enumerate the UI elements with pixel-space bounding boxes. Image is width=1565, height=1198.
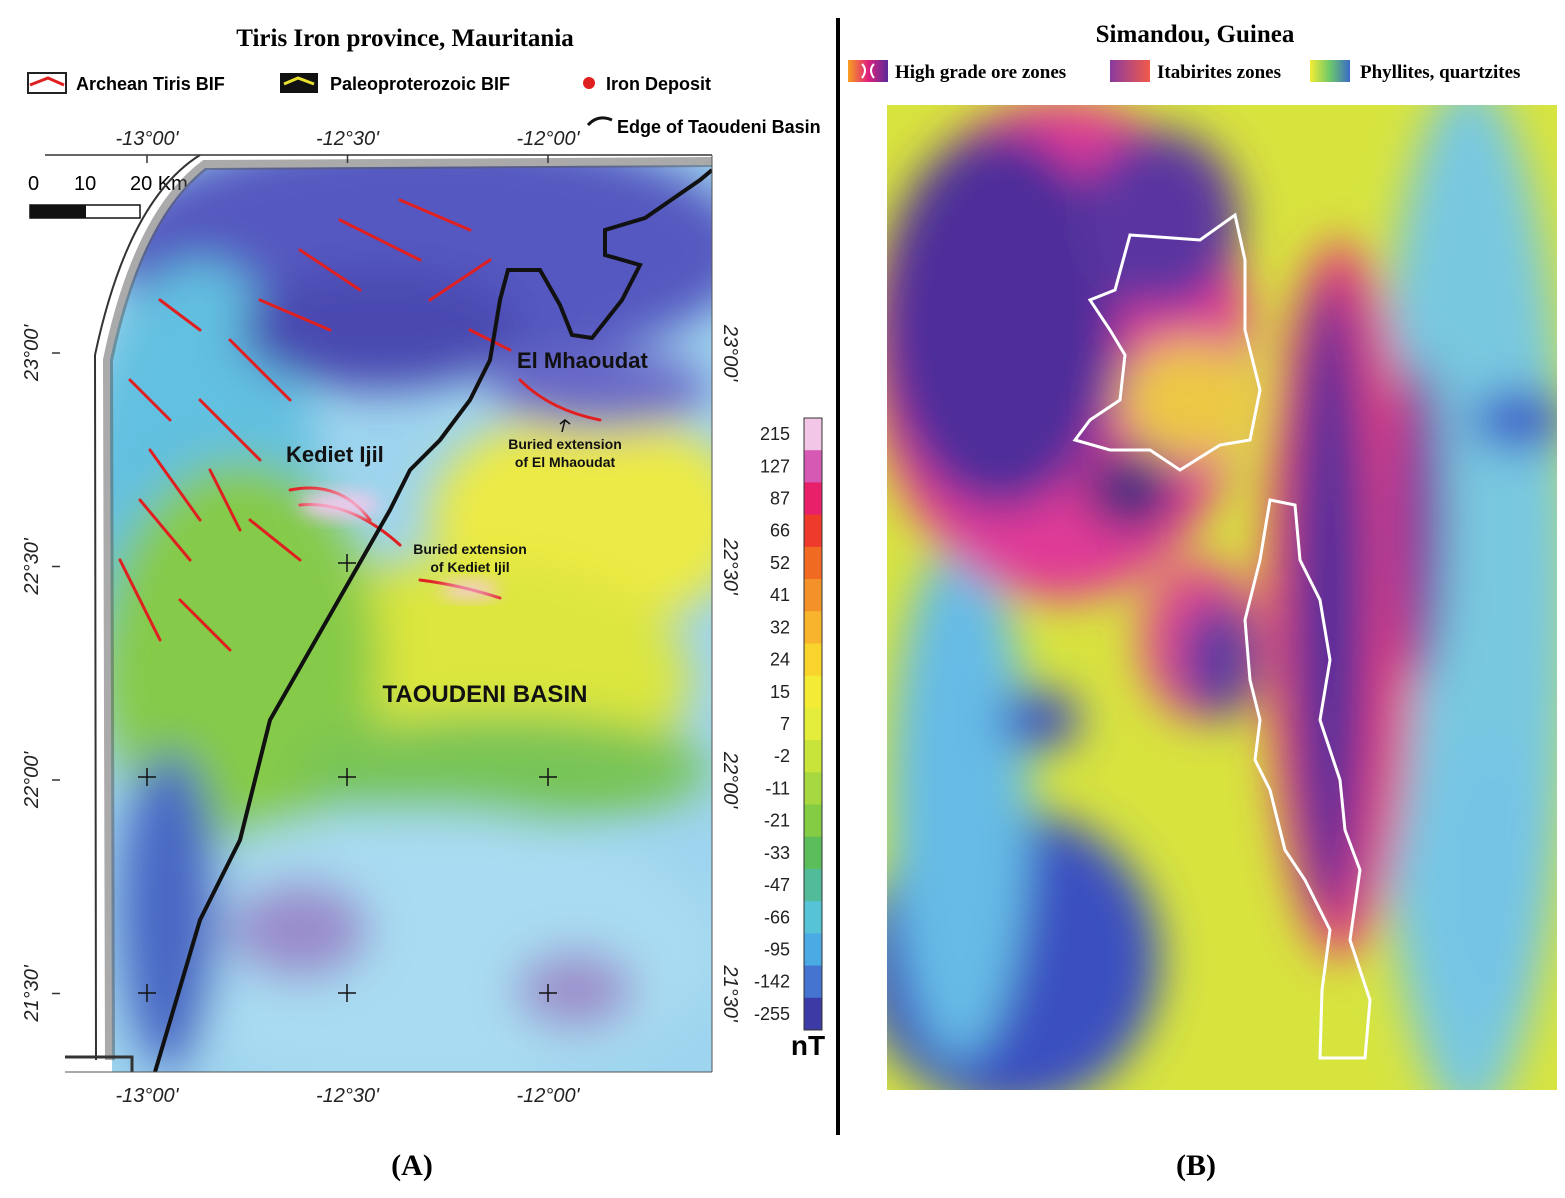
ore-outline — [1243, 498, 1372, 1060]
legend-label: Archean Tiris BIF — [76, 74, 225, 94]
legend-label: Itabirites zones — [1157, 62, 1281, 83]
colorbar-segment — [804, 579, 822, 612]
arrow — [559, 419, 571, 433]
colorbar-label: -66 — [764, 907, 790, 927]
colorbar-label: -33 — [764, 843, 790, 863]
legend-edge-line — [586, 116, 613, 127]
colorbar-label: 87 — [770, 489, 790, 509]
colorbar-segment — [804, 514, 822, 548]
colorbar-label: -47 — [764, 875, 790, 895]
panel-title: Tiris Iron province, Mauritania — [236, 25, 574, 52]
place-label: Kediet Ijil — [286, 442, 384, 467]
colorbar-segment — [804, 965, 822, 999]
x-tick-label: -12°00' — [517, 128, 581, 150]
colorbar-label: -95 — [764, 939, 790, 959]
x-tick-label: -12°00' — [517, 1085, 581, 1107]
y-tick-label: 22°30' — [719, 537, 741, 595]
legend-swatch — [848, 60, 888, 82]
place-label: El Mhaoudat — [517, 348, 648, 373]
colorbar-segment — [804, 546, 822, 580]
magnetic-map — [887, 105, 1557, 1090]
colorbar-segment — [804, 740, 822, 773]
colorbar-frame — [803, 417, 823, 1031]
place-label: TAOUDENI BASIN — [383, 681, 588, 708]
colorbar-label: -21 — [764, 811, 790, 831]
x-tick-label: -13°00' — [116, 1085, 180, 1107]
legend-icon — [861, 63, 875, 79]
colorbar-label: 15 — [770, 682, 790, 702]
colorbar-label: 127 — [760, 456, 790, 476]
legend-swatch-line — [283, 76, 315, 86]
x-tick-label: -12°30' — [316, 128, 380, 150]
y-tick-label: 21°30' — [719, 964, 741, 1022]
coastline — [93, 154, 201, 1061]
place-label: Buried extension — [413, 541, 527, 557]
colorbar-label: 215 — [760, 424, 790, 444]
legend-label: Paleoproterozoic BIF — [330, 74, 510, 94]
colorbar: 215 127 87 66 52 41 32 24 15 7 -2 -11 -21 -33 -47 -66 -9… — [754, 417, 823, 1031]
colorbar-label: -255 — [754, 1004, 790, 1024]
legend-label: High grade ore zones — [895, 62, 1066, 83]
place-label: of El Mhaoudat — [515, 454, 616, 470]
grid-crosses — [138, 554, 557, 1002]
colorbar-label: -2 — [774, 746, 790, 766]
colorbar-segment — [804, 482, 822, 516]
legend-dot — [583, 77, 595, 89]
legend-label: Iron Deposit — [606, 74, 711, 94]
place-label: of Kediet Ijil — [430, 559, 509, 575]
legend-swatch — [1110, 60, 1150, 82]
colorbar-segment — [804, 418, 822, 451]
legend-swatch — [27, 72, 67, 94]
y-tick-label: 22°30' — [21, 537, 43, 595]
x-tick-label: -12°30' — [316, 1085, 380, 1107]
colorbar-label: -142 — [754, 972, 790, 992]
colorbar-segment — [804, 643, 822, 677]
basin-edge — [153, 168, 712, 1072]
colorbar-segment — [804, 868, 822, 902]
colorbar-label: 24 — [770, 650, 790, 670]
colorbar-segment — [804, 933, 822, 967]
border — [65, 1055, 134, 1072]
y-tick-label: 23°00' — [21, 324, 43, 382]
colorbar-segment — [804, 997, 822, 1031]
colorbar-label: -11 — [765, 778, 790, 798]
colorbar-label: 32 — [770, 617, 790, 637]
legend-swatch — [1310, 60, 1350, 82]
panel-title: Simandou, Guinea — [1096, 21, 1295, 48]
legend-label: Phyllites, quartzites — [1360, 62, 1520, 83]
y-tick-label: 23°00' — [719, 324, 741, 382]
panel-caption: (A) — [391, 1149, 433, 1182]
colorbar-label: 66 — [770, 521, 790, 541]
legend-swatch-line — [29, 76, 65, 87]
colorbar-segment — [804, 450, 822, 483]
colorbar-unit: nT — [791, 1030, 825, 1061]
magnetic-map — [110, 165, 712, 1072]
colorbar-label: 7 — [780, 714, 790, 734]
y-tick-label: 22°00' — [719, 751, 741, 809]
x-tick-label: -13°00' — [116, 128, 180, 150]
colorbar-label: 41 — [770, 585, 790, 605]
colorbar-segment — [804, 836, 822, 870]
ore-outline — [1072, 212, 1262, 472]
axis-ticks: -13°00' -13°00' -12°30' -12°30' -12°00' -12°0… — [21, 128, 741, 1107]
scale-label: 10 — [74, 173, 96, 195]
panel-caption: (B) — [1176, 1149, 1216, 1182]
y-tick-label: 22°00' — [21, 751, 43, 809]
colorbar-segment — [804, 675, 822, 709]
colorbar-label: 52 — [770, 553, 790, 573]
y-tick-label: 21°30' — [21, 964, 43, 1022]
colorbar-segment — [804, 707, 822, 741]
colorbar-segment — [804, 901, 822, 934]
colorbar-segment — [804, 611, 822, 644]
colorbar-segment — [804, 772, 822, 806]
scale-label: 0 — [28, 173, 39, 195]
colorbar-segment — [804, 804, 822, 838]
legend-label: Edge of Taoudeni Basin — [617, 117, 821, 137]
scale-bar-fill — [30, 205, 86, 218]
place-label: Buried extension — [508, 436, 622, 452]
coastline — [102, 157, 713, 1061]
legend-swatch — [280, 73, 318, 93]
